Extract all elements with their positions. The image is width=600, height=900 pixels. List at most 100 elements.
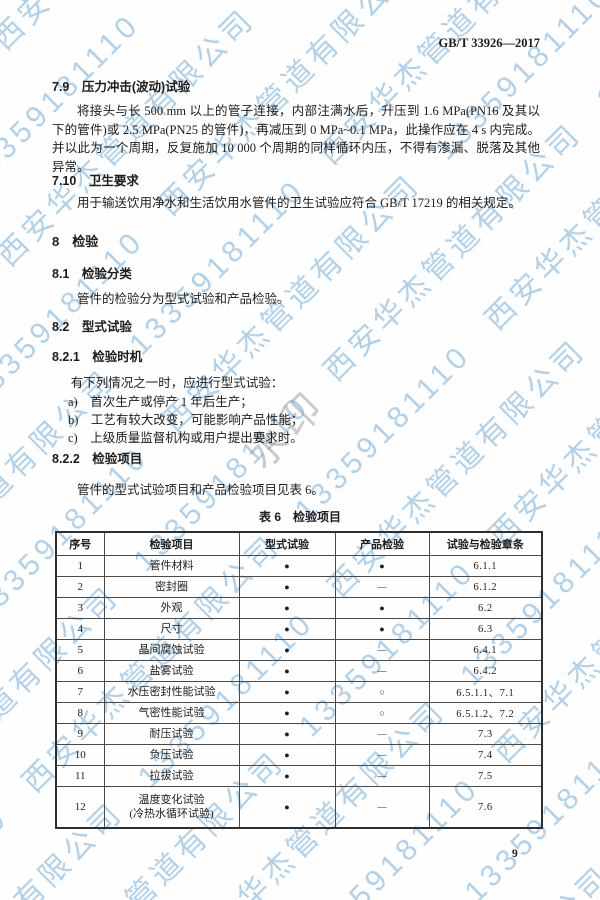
cell-seq: 6 [55,660,105,682]
cell-type-test: ● [238,723,336,745]
cell-clause: 7.5 [428,765,543,787]
table-row: 8 气密性能试验 ● ○ 6.5.1.2、7.2 [55,702,543,724]
table-row: 5 晶间腐蚀试验 ● —6.4.1 [55,639,543,661]
cell-type-test: ● [238,765,336,787]
cell-clause: 7.4 [428,744,543,766]
inspection-items-table: 序号 检验项目 型式试验 产品检验 试验与检验章条 1 管件材料 ● ● 6.1.1 2 密… [55,531,543,829]
section-7-9-title: 7.9 压力冲击(波动)试验 [52,80,191,94]
section-8-1-title: 8.1 检验分类 [52,267,132,281]
table-row: 10 负压试验 ● —7.4 [55,744,543,766]
cell-product-test: ○ [334,702,430,724]
cell-item: 水压密封性能试验 [103,681,240,703]
cell-seq: 2 [55,576,105,598]
cell-item: 温度变化试验 (冷热水循环试验) [103,786,240,829]
cell-item: 负压试验 [103,744,240,766]
table-row: 2 密封圈 ● —6.1.2 [55,576,543,598]
cell-type-test: ● [238,597,336,619]
cell-type-test: ● [238,702,336,724]
section-8-2-title: 8.2 型式试验 [52,320,132,334]
section-8-2-1-title: 8.2.1 检验时机 [52,350,143,364]
cell-seq: 1 [55,555,105,577]
table-header-row: 序号 检验项目 型式试验 产品检验 试验与检验章条 [55,531,543,556]
page-number: 9 [512,848,518,860]
cell-product-test: — [334,639,430,661]
cell-clause: 7.6 [428,786,543,829]
cell-item: 晶间腐蚀试验 [103,639,240,661]
cell-product-test: — [334,660,430,682]
cell-product-test: — [334,576,430,598]
cell-type-test: ● [238,660,336,682]
table-row: 1 管件材料 ● ● 6.1.1 [55,555,543,577]
cell-seq: 4 [55,618,105,640]
table-6-caption: 表 6 检验项目 [258,510,341,524]
cell-type-test: ● [238,618,336,640]
header-clause: 试验与检验章条 [428,531,543,556]
cell-seq: 7 [55,681,105,703]
section-8-2-1-intro: 有下列情况之一时，应进行型式试验： [70,376,284,390]
table-row: 9 耐压试验 ● —7.3 [55,723,543,745]
section-8-title: 8 检验 [52,234,99,249]
table-row: 12 温度变化试验 (冷热水循环试验) ● —7.6 [55,786,543,829]
section-7-10-paragraph: 用于输送饮用净水和生活饮用水管件的卫生试验应符合 GB/T 17219 的相关规… [77,196,521,210]
list-item-a: a) 首次生产或停产 1 年后生产； [68,395,253,409]
cell-clause: 6.3 [428,618,543,640]
standard-code: GB/T 33926—2017 [438,36,540,50]
cell-product-test: ● [334,555,430,577]
cell-type-test: ● [238,639,336,661]
cell-item: 管件材料 [103,555,240,577]
cell-product-test: — [334,786,430,829]
cell-type-test: ● [238,576,336,598]
cell-clause: 6.2 [428,597,543,619]
cell-type-test: ● [238,681,336,703]
cell-clause: 6.5.1.1、7.1 [428,681,543,703]
header-product: 产品检验 [334,531,430,556]
cell-item: 尺寸 [103,618,240,640]
cell-item: 耐压试验 [103,723,240,745]
cell-clause: 6.4.2 [428,660,543,682]
cell-item: 密封圈 [103,576,240,598]
table-row: 4 尺寸 ● ● 6.3 [55,618,543,640]
cell-seq: 8 [55,702,105,724]
cell-seq: 12 [55,786,105,829]
table-row: 6 盐雾试验 ● —6.4.2 [55,660,543,682]
cell-clause: 6.5.1.2、7.2 [428,702,543,724]
cell-type-test: ● [238,555,336,577]
cell-product-test: — [334,744,430,766]
cell-item: 外观 [103,597,240,619]
section-7-10-title: 7.10 卫生要求 [52,174,139,188]
cell-product-test: ● [334,618,430,640]
cell-item: 盐雾试验 [103,660,240,682]
table-row: 11 拉拔试验 ● —7.5 [55,765,543,787]
section-8-2-2-paragraph: 管件的型式试验项目和产品检验项目见表 6。 [77,483,324,497]
cell-item: 气密性能试验 [103,702,240,724]
cell-seq: 11 [55,765,105,787]
cell-seq: 10 [55,744,105,766]
cell-type-test: ● [238,786,336,829]
table-row: 7 水压密封性能试验 ● ○ 6.5.1.1、7.1 [55,681,543,703]
cell-clause: 6.1.1 [428,555,543,577]
cell-product-test: ○ [334,681,430,703]
header-seq: 序号 [55,531,105,556]
cell-clause: 6.4.1 [428,639,543,661]
cell-product-test: ● [334,597,430,619]
cell-item: 拉拔试验 [103,765,240,787]
cell-seq: 3 [55,597,105,619]
cell-clause: 7.3 [428,723,543,745]
list-item-b: b) 工艺有较大改变，可能影响产品性能； [68,413,304,427]
cell-product-test: — [334,765,430,787]
cell-seq: 9 [55,723,105,745]
cell-seq: 5 [55,639,105,661]
header-type: 型式试验 [238,531,336,556]
cell-product-test: — [334,723,430,745]
section-8-1-paragraph: 管件的检验分为型式试验和产品检验。 [77,292,290,306]
list-item-c: c) 上级质量监督机构或用户提出要求时。 [68,431,303,445]
section-8-2-2-title: 8.2.2 检验项目 [52,452,143,466]
cell-type-test: ● [238,744,336,766]
type-test-condition-list: a) 首次生产或停产 1 年后生产； b) 工艺有较大改变，可能影响产品性能； … [68,393,538,447]
table-row: 3 外观 ● ● 6.2 [55,597,543,619]
cell-clause: 6.1.2 [428,576,543,598]
section-7-9-paragraph: 将接头与长 500 mm 以上的管子连接，内部注满水后，升压到 1.6 MPa(… [52,104,540,174]
header-item: 检验项目 [103,531,240,556]
